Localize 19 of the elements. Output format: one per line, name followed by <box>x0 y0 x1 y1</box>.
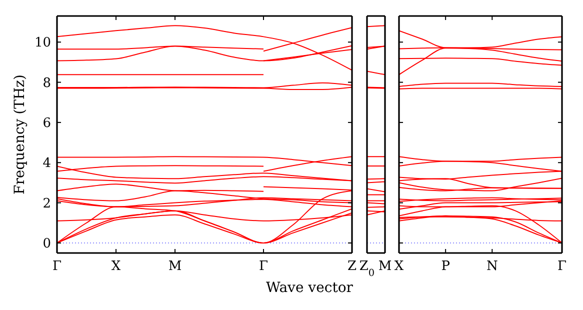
x-tick-label: N <box>486 259 498 274</box>
x-tick-label: Γ <box>52 259 62 274</box>
x-tick-label: X <box>111 259 122 274</box>
y-tick-label: 6 <box>42 116 51 131</box>
x-tick-label: X <box>394 259 404 274</box>
y-tick-label: 10 <box>34 36 51 51</box>
x-axis-title: Wave vector <box>266 280 354 296</box>
y-tick-label: 8 <box>42 76 51 91</box>
x-tick-label: M <box>168 259 182 274</box>
x-tick-label: Z$_{0}$ <box>359 259 375 278</box>
y-axis-title: Frequency (THz) <box>12 74 28 195</box>
x-tick-label: M <box>378 259 392 274</box>
x-tick-label: Γ <box>557 259 567 274</box>
y-tick-label: 0 <box>42 236 51 252</box>
y-tick-label: 4 <box>42 156 51 172</box>
x-tick-label: P <box>441 259 450 274</box>
x-tick-label: Z <box>347 259 357 274</box>
y-tick-label: 2 <box>42 196 51 212</box>
x-tick-label: Γ <box>258 259 268 274</box>
